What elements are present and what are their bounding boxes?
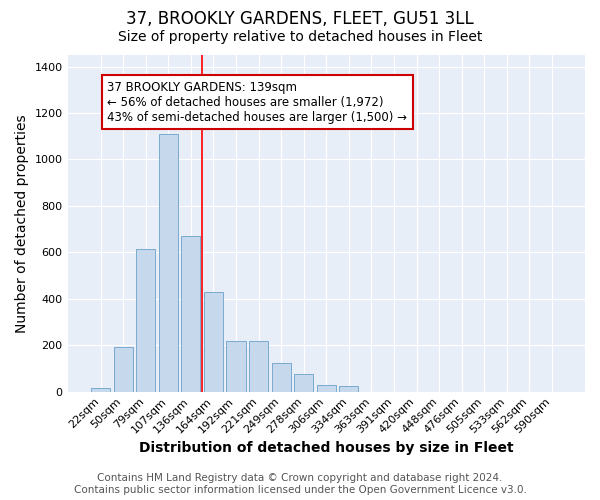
Bar <box>136 249 155 392</box>
Bar <box>317 384 336 392</box>
Bar <box>113 348 133 392</box>
Bar <box>226 340 245 392</box>
Y-axis label: Number of detached properties: Number of detached properties <box>15 114 29 332</box>
Text: 37, BROOKLY GARDENS, FLEET, GU51 3LL: 37, BROOKLY GARDENS, FLEET, GU51 3LL <box>126 10 474 28</box>
Bar <box>159 134 178 392</box>
Text: 37 BROOKLY GARDENS: 139sqm
← 56% of detached houses are smaller (1,972)
43% of s: 37 BROOKLY GARDENS: 139sqm ← 56% of deta… <box>107 80 407 124</box>
Bar <box>91 388 110 392</box>
Bar <box>339 386 358 392</box>
Bar <box>272 362 291 392</box>
Text: Size of property relative to detached houses in Fleet: Size of property relative to detached ho… <box>118 30 482 44</box>
Text: Contains HM Land Registry data © Crown copyright and database right 2024.
Contai: Contains HM Land Registry data © Crown c… <box>74 474 526 495</box>
Bar <box>181 236 200 392</box>
Bar <box>249 340 268 392</box>
Bar <box>294 374 313 392</box>
Bar <box>204 292 223 392</box>
X-axis label: Distribution of detached houses by size in Fleet: Distribution of detached houses by size … <box>139 441 514 455</box>
